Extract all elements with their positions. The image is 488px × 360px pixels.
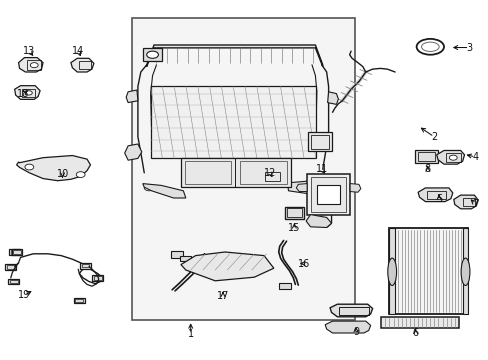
Bar	[81, 264, 89, 267]
Bar	[306, 174, 349, 215]
Bar	[5, 264, 16, 270]
Ellipse shape	[30, 63, 38, 68]
Bar	[427, 191, 445, 199]
Bar	[80, 263, 91, 269]
Ellipse shape	[25, 91, 32, 95]
Polygon shape	[17, 156, 90, 181]
Text: 13: 13	[23, 46, 36, 56]
Bar	[310, 135, 328, 149]
Text: 11: 11	[315, 164, 327, 174]
Ellipse shape	[387, 258, 396, 285]
Bar	[92, 275, 103, 281]
Bar	[263, 171, 281, 183]
Polygon shape	[142, 184, 185, 198]
Polygon shape	[15, 86, 40, 99]
Polygon shape	[124, 144, 142, 160]
Bar	[381, 317, 458, 328]
Bar	[307, 132, 331, 151]
Text: 18: 18	[17, 89, 30, 99]
Bar	[462, 228, 468, 314]
Bar	[339, 307, 368, 315]
Bar	[7, 265, 15, 269]
Bar	[417, 152, 434, 161]
Bar	[239, 161, 286, 184]
Polygon shape	[329, 304, 372, 317]
Bar	[278, 283, 290, 289]
Text: 3: 3	[466, 42, 471, 53]
Text: 6: 6	[412, 328, 418, 338]
Polygon shape	[181, 252, 273, 281]
Text: 2: 2	[430, 132, 436, 142]
Polygon shape	[327, 92, 338, 104]
Bar	[27, 60, 41, 70]
Bar	[388, 228, 468, 314]
Bar	[8, 279, 19, 284]
Bar	[284, 207, 304, 219]
Ellipse shape	[448, 155, 456, 160]
Text: 16: 16	[297, 258, 310, 269]
Polygon shape	[19, 58, 43, 72]
Bar	[184, 161, 230, 184]
Polygon shape	[436, 150, 464, 164]
Bar	[22, 89, 35, 97]
Bar	[132, 18, 354, 320]
Bar	[388, 228, 394, 314]
Bar	[171, 251, 183, 258]
Ellipse shape	[25, 164, 34, 170]
Bar	[142, 48, 162, 61]
Polygon shape	[126, 90, 138, 103]
Polygon shape	[296, 184, 306, 192]
Ellipse shape	[460, 258, 469, 285]
Bar	[264, 172, 279, 181]
Ellipse shape	[146, 51, 158, 58]
Text: 9: 9	[352, 327, 358, 337]
Bar	[12, 249, 22, 255]
Text: 17: 17	[216, 291, 229, 301]
Bar	[310, 177, 346, 212]
Bar	[445, 153, 460, 162]
Text: 14: 14	[72, 46, 84, 56]
Text: 19: 19	[18, 290, 31, 300]
Bar	[414, 150, 437, 163]
Bar	[9, 249, 20, 255]
Bar	[13, 250, 21, 254]
Bar	[462, 198, 474, 206]
Bar	[75, 299, 83, 302]
Bar	[181, 158, 290, 187]
Bar	[94, 276, 102, 280]
Polygon shape	[325, 321, 370, 333]
Polygon shape	[305, 215, 331, 228]
Text: 7: 7	[471, 199, 477, 209]
Text: 10: 10	[56, 168, 69, 179]
Bar	[150, 86, 315, 158]
Ellipse shape	[416, 39, 443, 55]
Bar	[316, 185, 340, 204]
Polygon shape	[287, 181, 325, 194]
Text: 15: 15	[287, 222, 300, 233]
Text: 8: 8	[424, 164, 430, 174]
Text: 12: 12	[263, 168, 276, 178]
Bar	[10, 280, 18, 283]
Bar	[180, 256, 190, 261]
Polygon shape	[146, 45, 322, 67]
Text: 5: 5	[435, 194, 441, 204]
Polygon shape	[453, 195, 477, 209]
Bar	[286, 208, 302, 217]
Polygon shape	[71, 58, 94, 72]
Bar	[74, 298, 84, 303]
Bar	[11, 250, 19, 254]
Polygon shape	[349, 184, 360, 192]
Text: 4: 4	[471, 152, 477, 162]
Text: 1: 1	[187, 329, 193, 339]
Polygon shape	[417, 188, 452, 202]
Ellipse shape	[76, 172, 85, 177]
Bar	[79, 61, 91, 69]
